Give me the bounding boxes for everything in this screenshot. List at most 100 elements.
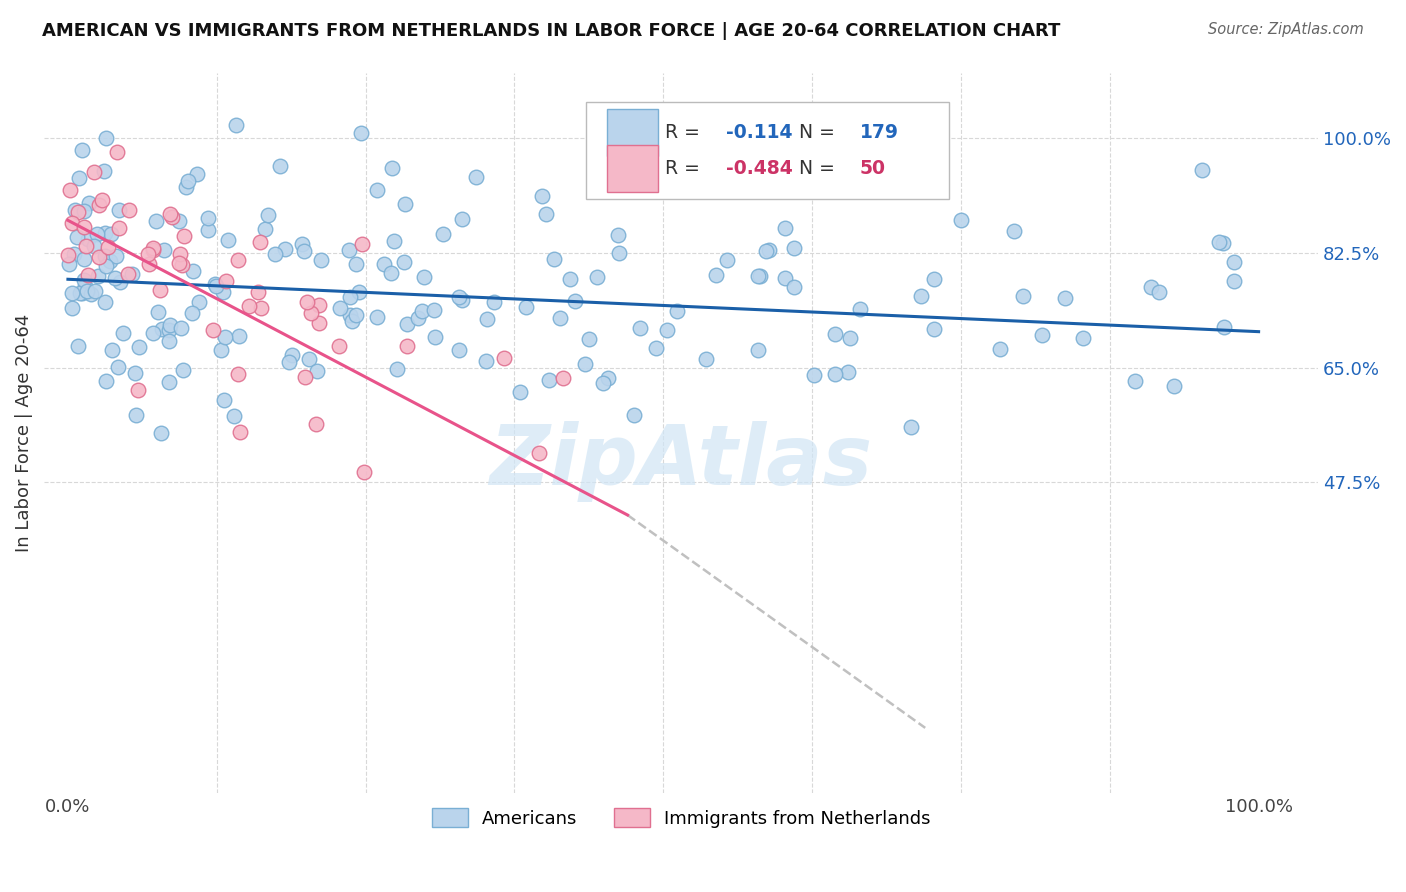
Point (824, 326, 846, 341)
Point (449, 290, 471, 304)
Point (758, 243, 780, 257)
Point (149, 283, 172, 297)
Point (716, 252, 738, 267)
Point (339, 290, 361, 304)
Point (87, 250, 110, 264)
Point (73, 204, 96, 219)
Point (80, 286, 103, 301)
Point (105, 145, 128, 160)
Point (107, 221, 129, 235)
Point (274, 243, 297, 257)
Point (73, 252, 96, 266)
Point (186, 167, 208, 181)
Point (66, 339, 89, 353)
Point (249, 235, 271, 249)
Point (124, 367, 146, 381)
Point (1149, 285, 1171, 300)
Point (173, 228, 195, 243)
Point (73, 278, 96, 293)
Point (281, 348, 304, 362)
Point (531, 189, 554, 203)
Point (121, 267, 143, 281)
Point (93, 164, 115, 178)
Point (950, 213, 973, 227)
Point (910, 289, 932, 303)
Point (174, 179, 197, 194)
Point (150, 425, 173, 440)
Point (366, 183, 388, 197)
Point (215, 274, 238, 288)
Point (60, 216, 83, 230)
Point (136, 247, 159, 261)
Point (222, 409, 245, 423)
Point (585, 270, 607, 285)
Point (387, 361, 409, 376)
Point (263, 247, 285, 261)
Point (704, 268, 727, 282)
Point (425, 329, 447, 343)
Point (406, 310, 429, 325)
Point (93, 227, 115, 241)
Point (146, 305, 169, 319)
Point (246, 285, 269, 299)
Point (204, 278, 226, 293)
Point (60, 301, 83, 315)
Point (432, 227, 454, 241)
Point (1140, 280, 1163, 294)
Point (214, 330, 236, 344)
Point (349, 285, 371, 299)
Point (394, 197, 416, 211)
Point (475, 354, 498, 368)
Text: 179: 179 (859, 123, 898, 142)
Point (342, 314, 364, 328)
Point (58, 247, 80, 261)
Point (228, 367, 250, 381)
Point (299, 306, 322, 320)
Point (76, 285, 98, 299)
Point (824, 368, 846, 382)
Point (212, 392, 235, 407)
Point (695, 352, 717, 367)
Point (548, 311, 571, 326)
Point (1212, 319, 1234, 334)
Point (755, 244, 778, 258)
Point (159, 318, 181, 332)
Point (1222, 274, 1244, 288)
Point (747, 268, 769, 283)
Point (628, 321, 651, 335)
Point (118, 203, 141, 218)
Point (560, 272, 582, 286)
Point (170, 258, 193, 272)
Point (63, 202, 86, 217)
Point (70, 286, 93, 301)
Point (848, 301, 870, 316)
Point (94, 295, 117, 310)
Point (180, 305, 202, 319)
Point (515, 300, 537, 314)
Point (98, 253, 121, 268)
Point (278, 355, 301, 369)
Point (152, 243, 174, 257)
Point (350, 126, 373, 140)
Point (366, 310, 388, 324)
Point (373, 257, 395, 271)
Text: Source: ZipAtlas.com: Source: ZipAtlas.com (1208, 22, 1364, 37)
Text: AMERICAN VS IMMIGRANTS FROM NETHERLANDS IN LABOR FORCE | AGE 20-64 CORRELATION C: AMERICAN VS IMMIGRANTS FROM NETHERLANDS … (42, 22, 1060, 40)
Point (307, 364, 329, 378)
Point (1212, 236, 1234, 251)
Point (482, 295, 505, 310)
Point (309, 253, 332, 268)
Point (217, 234, 239, 248)
Point (1012, 289, 1035, 303)
Point (225, 119, 247, 133)
Point (229, 425, 252, 440)
Point (900, 419, 922, 434)
Point (392, 255, 415, 269)
Point (94, 249, 117, 263)
Point (645, 341, 668, 355)
Point (91, 193, 114, 207)
Point (97, 240, 120, 254)
Point (105, 249, 128, 263)
Point (94, 374, 117, 388)
Point (783, 280, 806, 294)
